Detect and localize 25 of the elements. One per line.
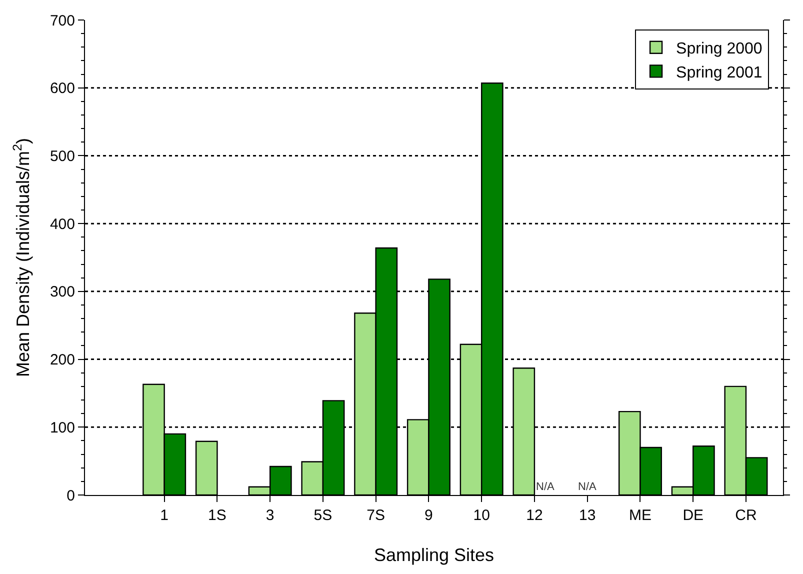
y-tick-label: 500 xyxy=(50,148,75,165)
x-tick-label: ME xyxy=(628,507,652,524)
x-tick-label: 10 xyxy=(473,507,490,524)
y-tick-label: 100 xyxy=(50,419,75,436)
x-tick-label: 3 xyxy=(266,507,274,524)
x-tick-label: 12 xyxy=(526,507,543,524)
y-tick-label: 400 xyxy=(50,216,75,233)
y-tick-label: 300 xyxy=(50,284,75,301)
y-tick-label: 600 xyxy=(50,80,75,98)
x-axis-title: Sampling Sites xyxy=(374,545,494,566)
x-tick-label: 1 xyxy=(160,507,168,524)
legend-label: Spring 2001 xyxy=(676,64,762,82)
annotation: N/A xyxy=(578,481,597,493)
y-tick-label: 0 xyxy=(66,487,75,504)
legend-label: Spring 2000 xyxy=(676,40,762,58)
x-tick-label: CR xyxy=(735,507,757,524)
y-tick-label: 700 xyxy=(50,12,75,30)
annotation: N/A xyxy=(536,481,555,493)
x-tick-label: 9 xyxy=(424,507,433,524)
x-tick-label: 7S xyxy=(366,507,386,524)
x-tick-label: DE xyxy=(682,507,704,524)
x-tick-label: 5S xyxy=(314,507,332,524)
x-tick-label: 13 xyxy=(579,507,596,524)
x-tick-label: 1S xyxy=(208,507,226,524)
y-tick-label: 200 xyxy=(50,352,75,369)
